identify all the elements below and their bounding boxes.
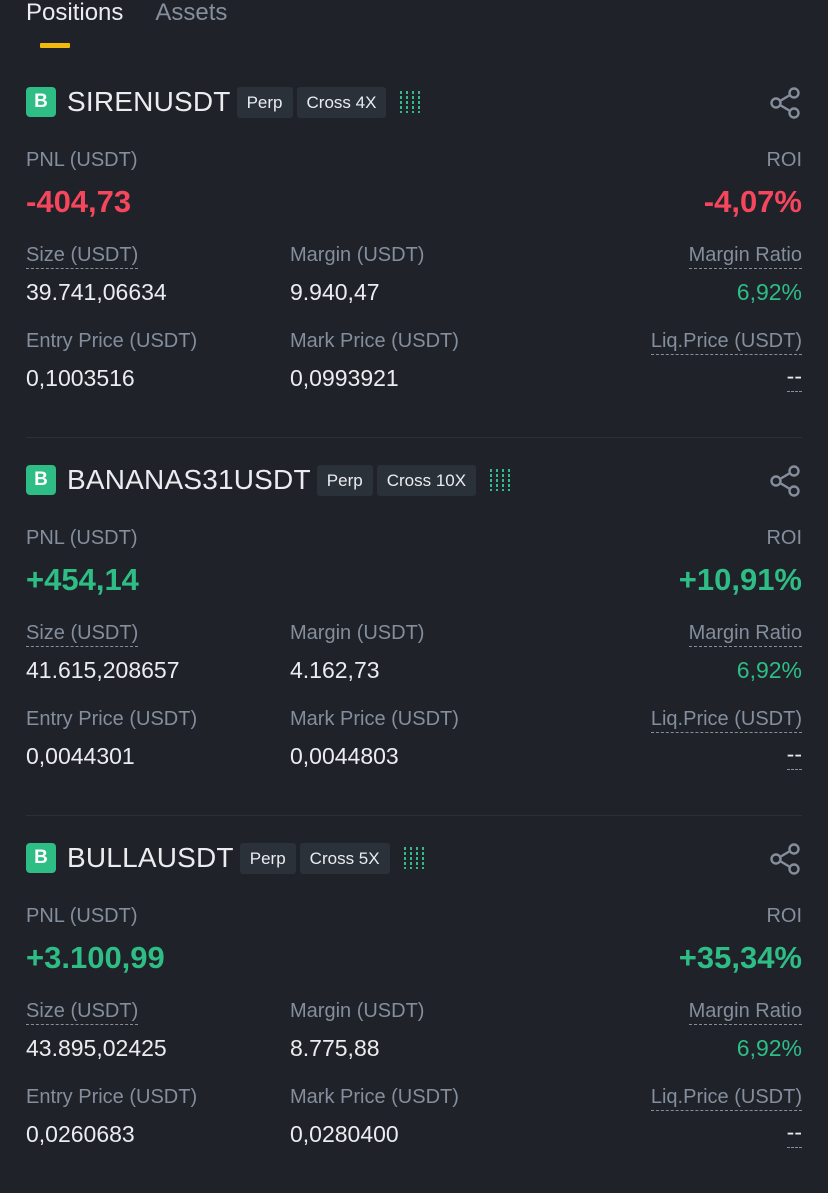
pnl-label: PNL (USDT) — [26, 905, 138, 927]
size-value: 41.615,208657 — [26, 657, 180, 683]
margin-ratio-label[interactable]: Margin Ratio — [688, 621, 802, 647]
margin-label: Margin (USDT) — [290, 622, 425, 644]
mark-price-label: Mark Price (USDT) — [290, 708, 459, 730]
margin-ratio-value: 6,92% — [736, 1035, 802, 1061]
entry-price-label: Entry Price (USDT) — [26, 1086, 198, 1108]
liq-price-value[interactable]: -- — [786, 363, 802, 392]
margin-label: Margin (USDT) — [290, 244, 425, 266]
roi-value: -4,07% — [703, 184, 802, 219]
entry-price-label: Entry Price (USDT) — [26, 708, 198, 730]
margin-ratio-label[interactable]: Margin Ratio — [688, 999, 802, 1025]
size-value: 39.741,06634 — [26, 279, 167, 305]
share-icon[interactable] — [768, 842, 802, 876]
mark-price-value: 0,0993921 — [290, 365, 399, 391]
margin-ratio-label[interactable]: Margin Ratio — [688, 243, 802, 269]
adl-indicator-icon[interactable] — [403, 844, 424, 872]
contract-type-tag: Perp — [236, 86, 293, 118]
share-icon[interactable] — [768, 464, 802, 498]
tab-positions[interactable]: Positions — [26, 0, 124, 26]
leverage-tag[interactable]: Cross 4X — [296, 86, 387, 118]
margin-value: 4.162,73 — [290, 657, 380, 683]
leverage-tag[interactable]: Cross 5X — [299, 842, 390, 874]
pnl-label: PNL (USDT) — [26, 527, 138, 549]
entry-price-value: 0,0260683 — [26, 1121, 135, 1147]
margin-ratio-value: 6,92% — [736, 657, 802, 683]
pnl-value: +3.100,99 — [26, 940, 165, 975]
binance-badge-icon: B — [26, 87, 56, 117]
size-value: 43.895,02425 — [26, 1035, 167, 1061]
entry-price-value: 0,0044301 — [26, 743, 135, 769]
position-header: B BULLAUSDT Perp Cross 5X — [26, 840, 802, 876]
position-symbol[interactable]: BULLAUSDT — [67, 842, 234, 873]
margin-ratio-value: 6,92% — [736, 279, 802, 305]
margin-value: 9.940,47 — [290, 279, 380, 305]
roi-value: +10,91% — [678, 562, 802, 597]
liq-price-label[interactable]: Liq.Price (USDT) — [650, 329, 802, 355]
position-card[interactable]: B BANANAS31USDT Perp Cross 10X PNL (USDT… — [26, 438, 802, 816]
pnl-label: PNL (USDT) — [26, 149, 138, 171]
positions-list: B SIRENUSDT Perp Cross 4X PNL (USDT) ROI… — [26, 60, 802, 1193]
mark-price-label: Mark Price (USDT) — [290, 330, 459, 352]
liq-price-label[interactable]: Liq.Price (USDT) — [650, 1085, 802, 1111]
liq-price-value[interactable]: -- — [786, 741, 802, 770]
leverage-tag[interactable]: Cross 10X — [376, 464, 477, 496]
position-symbol[interactable]: SIRENUSDT — [67, 86, 231, 117]
size-label[interactable]: Size (USDT) — [26, 243, 139, 269]
roi-label: ROI — [766, 527, 802, 549]
position-card[interactable]: B SIRENUSDT Perp Cross 4X PNL (USDT) ROI… — [26, 60, 802, 438]
position-header: B SIRENUSDT Perp Cross 4X — [26, 84, 802, 120]
binance-badge-icon: B — [26, 843, 56, 873]
position-header: B BANANAS31USDT Perp Cross 10X — [26, 462, 802, 498]
tab-bar: Positions Assets — [26, 0, 227, 50]
entry-price-value: 0,1003516 — [26, 365, 135, 391]
pnl-value: +454,14 — [26, 562, 139, 597]
pnl-value: -404,73 — [26, 184, 132, 219]
size-label[interactable]: Size (USDT) — [26, 999, 139, 1025]
liq-price-value[interactable]: -- — [786, 1119, 802, 1148]
roi-label: ROI — [766, 905, 802, 927]
mark-price-value: 0,0044803 — [290, 743, 399, 769]
adl-indicator-icon[interactable] — [490, 466, 511, 494]
margin-value: 8.775,88 — [290, 1035, 380, 1061]
adl-indicator-icon[interactable] — [400, 88, 421, 116]
tab-assets[interactable]: Assets — [155, 0, 228, 26]
margin-label: Margin (USDT) — [290, 1000, 425, 1022]
roi-value: +35,34% — [678, 940, 802, 975]
mark-price-label: Mark Price (USDT) — [290, 1086, 459, 1108]
position-card[interactable]: B BULLAUSDT Perp Cross 5X PNL (USDT) ROI… — [26, 816, 802, 1193]
share-icon[interactable] — [768, 86, 802, 120]
size-label[interactable]: Size (USDT) — [26, 621, 139, 647]
position-symbol[interactable]: BANANAS31USDT — [67, 464, 311, 495]
mark-price-value: 0,0280400 — [290, 1121, 399, 1147]
contract-type-tag: Perp — [239, 842, 296, 874]
entry-price-label: Entry Price (USDT) — [26, 330, 198, 352]
active-tab-indicator — [40, 43, 70, 48]
binance-badge-icon: B — [26, 465, 56, 495]
roi-label: ROI — [766, 149, 802, 171]
liq-price-label[interactable]: Liq.Price (USDT) — [650, 707, 802, 733]
contract-type-tag: Perp — [316, 464, 373, 496]
